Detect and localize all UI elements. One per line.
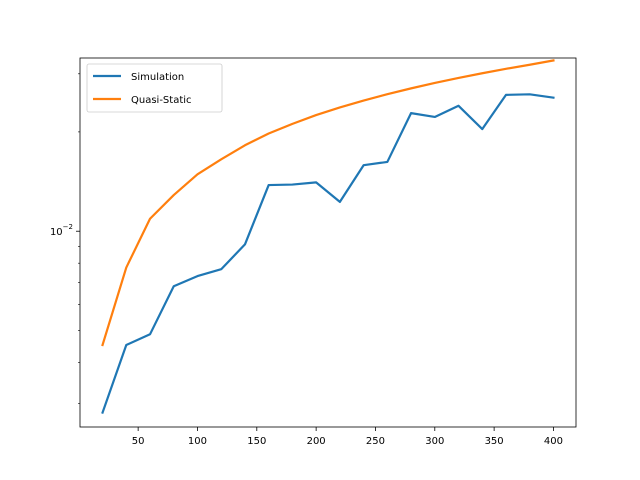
legend-label-simulation: Simulation bbox=[131, 72, 184, 83]
x-tick-label: 300 bbox=[425, 436, 444, 447]
y-tick-label-exponent: −2 bbox=[63, 223, 73, 231]
y-tick-label-base: 10 bbox=[50, 227, 63, 238]
plot-lines bbox=[101, 59, 555, 414]
series-line-quasi-static bbox=[101, 59, 555, 347]
x-tick-label: 150 bbox=[247, 436, 266, 447]
x-axis-ticks: 50 100 150 200 250 300 350 400 bbox=[132, 427, 563, 447]
x-tick-label: 350 bbox=[485, 436, 504, 447]
x-tick-label: 100 bbox=[188, 436, 207, 447]
plot-frame bbox=[79, 57, 577, 428]
y-tick-label: 10−2 bbox=[50, 223, 73, 238]
series-line-simulation bbox=[101, 93, 555, 414]
x-tick-label: 50 bbox=[132, 436, 145, 447]
legend-label-quasi-static: Quasi-Static bbox=[131, 95, 192, 106]
legend: Simulation Quasi-Static bbox=[86, 63, 223, 113]
x-tick-label: 200 bbox=[307, 436, 326, 447]
x-tick-label: 400 bbox=[544, 436, 563, 447]
x-tick-label: 250 bbox=[366, 436, 385, 447]
